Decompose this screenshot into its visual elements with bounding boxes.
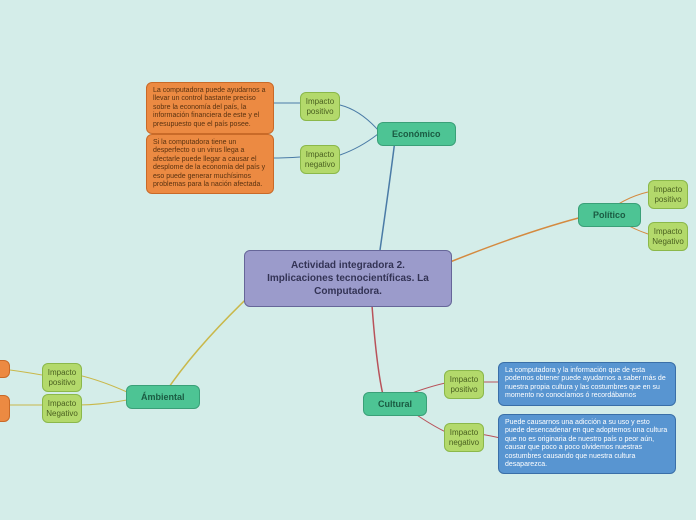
economico-negativo-detail: Si la computadora tiene un desperfecto o… — [146, 134, 274, 194]
economico-positivo-detail: La computadora puede ayudarnos a llevar … — [146, 82, 274, 134]
branch-economico: Económico — [377, 122, 456, 146]
ambiental-positivo-detail: nar el — [0, 360, 10, 378]
branch-politico: Político — [578, 203, 641, 227]
cultural-negativo: Impacto negativo — [444, 423, 484, 452]
politico-positivo: Impacto positivo — [648, 180, 688, 209]
cultural-positivo: Impacto positivo — [444, 370, 484, 399]
economico-negativo: Impacto negativo — [300, 145, 340, 174]
branch-ambiental: Ámbiental — [126, 385, 200, 409]
branch-cultural: Cultural — [363, 392, 427, 416]
ambiental-positivo: Impacto positivo — [42, 363, 82, 392]
cultural-negativo-detail: Puede causarnos una adicción a su uso y … — [498, 414, 676, 474]
center-node: Actividad integradora 2. Implicaciones t… — [244, 250, 452, 307]
ambiental-negativo-detail: gar a aleza — [0, 395, 10, 422]
politico-negativo: Impacto Negativo — [648, 222, 688, 251]
ambiental-negativo: Impacto Negativo — [42, 394, 82, 423]
cultural-positivo-detail: La computadora y la información que de e… — [498, 362, 676, 406]
economico-positivo: Impacto positivo — [300, 92, 340, 121]
